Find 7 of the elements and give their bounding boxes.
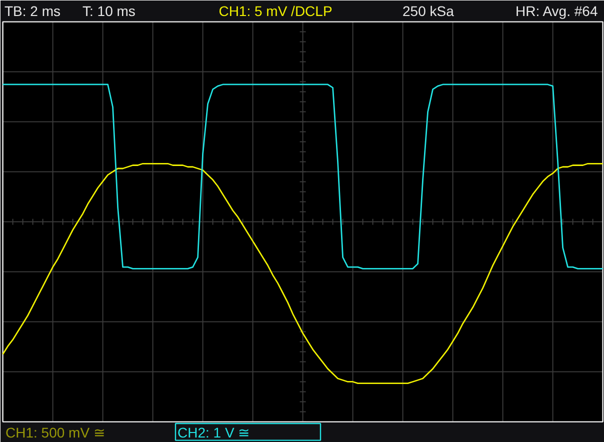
text: CH2: 1 V ≅ <box>178 424 250 441</box>
text: CH1: 5 mV /DCLP <box>218 3 332 20</box>
text: TB: 2 ms <box>4 3 61 20</box>
text: 250 kSa <box>402 3 454 20</box>
text: HR: Avg. #64 <box>515 3 598 20</box>
text: CH1: 500 mV ≅ <box>6 424 106 441</box>
text: T: 10 ms <box>82 3 136 20</box>
